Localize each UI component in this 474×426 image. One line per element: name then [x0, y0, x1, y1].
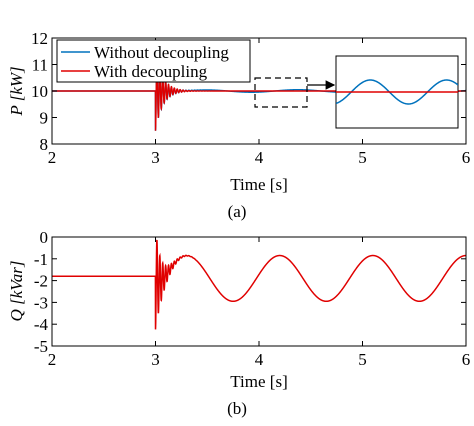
panel-b-xtick-label: 2	[48, 350, 57, 369]
panel-b-ytick-label: -1	[34, 250, 48, 269]
panel-b-ylabel: Q [kVar]	[7, 261, 26, 322]
panel-b-xtick-label: 4	[255, 350, 264, 369]
legend-label-with: With decoupling	[94, 62, 208, 81]
legend: Without decoupling With decoupling	[57, 40, 250, 82]
panel-b-axes-box	[52, 237, 466, 346]
legend-label-without: Without decoupling	[94, 43, 229, 62]
panel-b-tick-labels: 2 3 4 5 6 0 -1 -2 -3 -4 -5	[34, 228, 470, 369]
panel-a: 2 3 4 5 6 8 9 10 11 12 Time [s] P [kW] (a) Withou…	[7, 29, 470, 221]
panel-a-xtick-label: 3	[151, 148, 160, 167]
panel-a-xtick-label: 2	[48, 148, 57, 167]
panel-b-plot-area	[52, 240, 466, 329]
panel-b-xtick-label: 3	[151, 350, 160, 369]
panel-b: 2 3 4 5 6 0 -1 -2 -3 -4 -5 Time [s] Q [kVar] (b)	[7, 228, 470, 418]
panel-a-ylabel: P [kW]	[7, 66, 26, 116]
panel-b-ytick-label: -4	[34, 315, 49, 334]
panel-b-caption: (b)	[227, 399, 247, 418]
panel-b-xtick-label: 5	[358, 350, 367, 369]
panel-a-ytick-label: 8	[40, 135, 49, 154]
panel-b-xlabel: Time [s]	[230, 372, 287, 391]
panel-b-ytick-label: -5	[34, 337, 48, 356]
panel-b-ytick-label: 0	[40, 228, 49, 247]
panel-a-ytick-label: 12	[31, 29, 48, 48]
series-line-b-with-decoupling	[52, 240, 466, 329]
zoom-inset	[336, 56, 458, 128]
panel-a-caption: (a)	[228, 202, 247, 221]
panel-b-ytick-label: -3	[34, 293, 48, 312]
panel-b-ticks	[52, 237, 466, 346]
panel-a-xtick-label: 5	[358, 148, 367, 167]
panel-a-xtick-label: 6	[462, 148, 471, 167]
panel-a-xlabel: Time [s]	[230, 175, 287, 194]
panel-a-ytick-label: 10	[31, 82, 48, 101]
panel-a-xtick-label: 4	[255, 148, 264, 167]
panel-a-ytick-label: 9	[40, 109, 49, 128]
panel-b-ytick-label: -2	[34, 272, 48, 291]
panel-b-xtick-label: 6	[462, 350, 471, 369]
panel-a-ytick-label: 11	[32, 56, 48, 75]
